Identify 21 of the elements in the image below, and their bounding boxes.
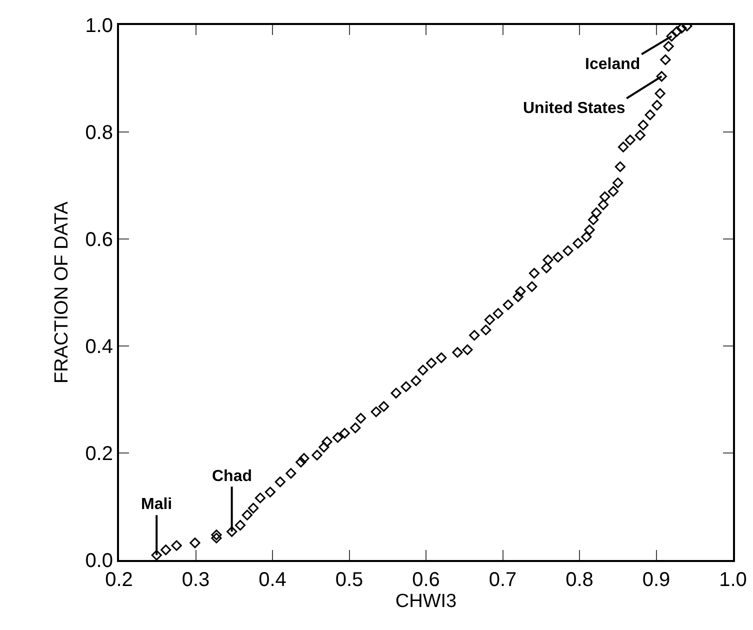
y-tick-label: 0.0 bbox=[85, 550, 113, 572]
x-tick-label: 0.5 bbox=[335, 569, 364, 591]
y-tick-label: 0.4 bbox=[85, 336, 113, 358]
x-tick-label: 0.2 bbox=[105, 569, 133, 591]
y-tick-label: 0.6 bbox=[85, 229, 113, 251]
annotation: Chad bbox=[212, 468, 252, 485]
x-tick-label: 0.7 bbox=[488, 569, 517, 591]
y-tick-label: 1.0 bbox=[85, 15, 113, 37]
y-tick-label: 0.2 bbox=[85, 443, 113, 465]
x-tick-label: 0.8 bbox=[566, 569, 594, 591]
annotation: Iceland bbox=[585, 56, 640, 73]
annotation: Mali bbox=[141, 496, 172, 513]
x-tick-label: 0.6 bbox=[412, 569, 440, 591]
x-tick-label: 0.3 bbox=[182, 569, 210, 591]
x-axis-title: CHWI3 bbox=[395, 591, 457, 612]
y-tick-label: 0.8 bbox=[85, 122, 113, 144]
x-tick-label: 0.9 bbox=[642, 569, 670, 591]
x-tick-label: 0.4 bbox=[258, 569, 286, 591]
x-tick-label: 1.0 bbox=[719, 569, 747, 591]
y-axis-title: FRACTION OF DATA bbox=[52, 201, 73, 384]
annotation: United States bbox=[523, 100, 626, 117]
